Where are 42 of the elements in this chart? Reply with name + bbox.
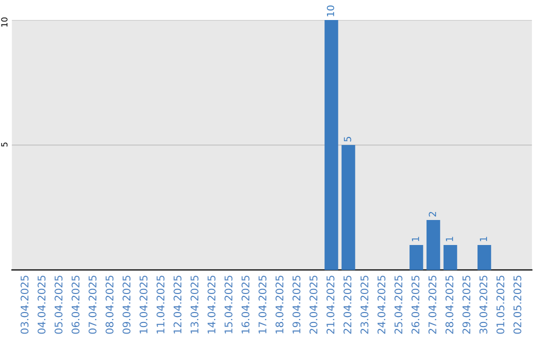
x-tick-label: 09.04.2025 — [122, 276, 130, 334]
x-tick-label: 21.04.2025 — [326, 276, 334, 334]
data-label: 10 — [326, 6, 334, 16]
x-tick-label: 17.04.2025 — [258, 276, 266, 334]
x-tick-label: 01.05.2025 — [496, 276, 504, 334]
x-tick-label: 26.04.2025 — [411, 276, 420, 334]
x-tick-label: 11.04.2025 — [156, 276, 164, 334]
x-tick-label: 28.04.2025 — [445, 276, 454, 334]
x-tick-label: 29.04.2025 — [462, 276, 470, 334]
bar — [342, 145, 356, 270]
x-tick-label: 05.04.2025 — [54, 276, 62, 334]
data-label: 2 — [428, 212, 436, 216]
x-tick-label: 12.04.2025 — [174, 276, 182, 334]
x-tick-label: 18.04.2025 — [276, 276, 284, 334]
data-label: 1 — [446, 236, 454, 242]
x-tick-label: 14.04.2025 — [208, 276, 216, 334]
x-tick-label: 04.04.2025 — [38, 276, 46, 334]
data-label: 1 — [412, 236, 420, 242]
bar — [426, 220, 440, 270]
bar — [410, 244, 424, 270]
x-tick-label: 19.04.2025 — [292, 276, 300, 334]
data-label: 5 — [344, 136, 352, 142]
bar — [478, 244, 492, 270]
x-tick-label: 03.04.2025 — [20, 276, 28, 334]
x-tick-label: 27.04.2025 — [428, 276, 436, 334]
bar — [324, 20, 338, 270]
x-tick-label: 08.04.2025 — [106, 276, 114, 334]
x-tick-label: 25.04.2025 — [394, 276, 402, 334]
x-tick-label: 16.04.2025 — [242, 276, 250, 334]
x-tick-label: 15.04.2025 — [224, 276, 232, 334]
x-tick-label: 23.04.2025 — [360, 276, 368, 334]
x-tick-label: 13.04.2025 — [190, 276, 198, 334]
data-label: 1 — [480, 236, 487, 242]
x-tick-label: 24.04.2025 — [377, 276, 386, 334]
x-tick-label: 30.04.2025 — [479, 276, 488, 334]
x-tick-label: 20.04.2025 — [310, 276, 318, 334]
x-tick-label: 06.04.2025 — [72, 276, 80, 334]
x-tick-label: 07.04.2025 — [88, 276, 96, 334]
x-tick-label: 22.04.2025 — [344, 276, 352, 334]
bar — [444, 244, 458, 270]
x-tick-label: 10.04.2025 — [140, 276, 148, 334]
x-tick-label: 02.05.2025 — [513, 276, 522, 334]
